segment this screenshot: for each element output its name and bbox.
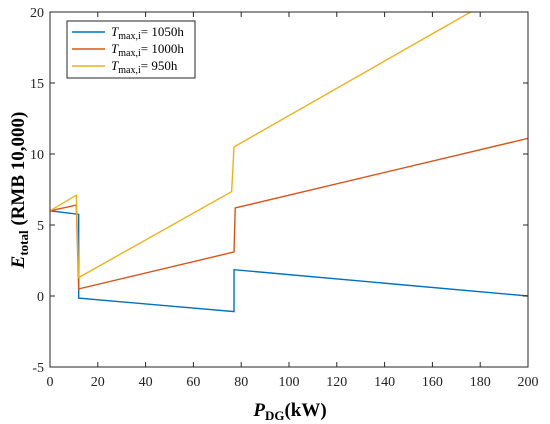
x-tick-label: 0 [47, 375, 54, 390]
legend-label-2: Tmax,i= 1000h [111, 41, 184, 59]
legend-label-1: Tmax,i= 1050h [111, 24, 184, 42]
plot-series [49, 11, 529, 313]
y-tick-label: 10 [30, 148, 44, 163]
y-tick-label: 15 [30, 77, 44, 92]
x-tick-label: 140 [374, 375, 395, 390]
x-tick-label: 200 [518, 375, 539, 390]
x-tick-label: 120 [326, 375, 347, 390]
x-axis-title: PDG(kW) [252, 400, 326, 423]
y-tick-label: 20 [30, 6, 44, 21]
series-line-1 [49, 210, 529, 313]
x-tick-label: 80 [234, 375, 248, 390]
y-tick-label: 0 [37, 290, 44, 305]
x-tick-label: 60 [186, 375, 200, 390]
x-tick-label: 40 [139, 375, 153, 390]
y-tick-label: 5 [37, 219, 44, 234]
y-tick-label: -5 [32, 361, 44, 376]
x-tick-label: 160 [422, 375, 443, 390]
legend-label-3: Tmax,i= 950h [111, 58, 178, 76]
x-tick-label: 100 [279, 375, 300, 390]
x-tick-label: 20 [91, 375, 105, 390]
series-line-3 [49, 11, 471, 279]
y-axis-title: Etotal (RMB 10,000) [8, 112, 31, 270]
series-line-2 [49, 137, 529, 290]
x-tick-label: 180 [470, 375, 491, 390]
